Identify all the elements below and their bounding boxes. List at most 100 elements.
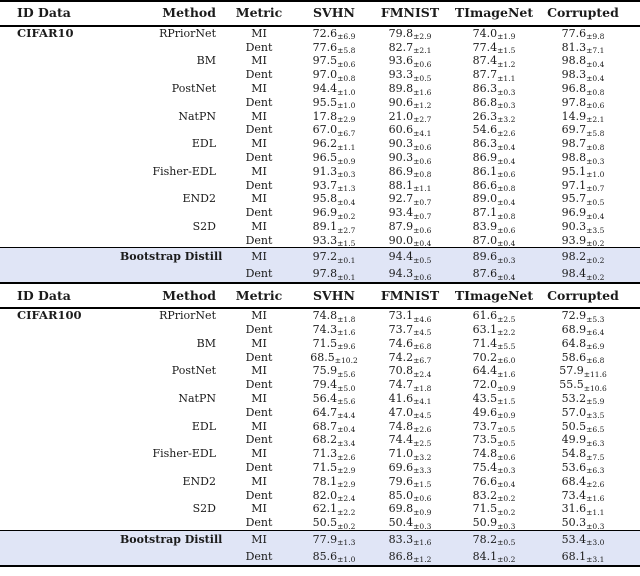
metric-label: MI xyxy=(251,137,267,151)
value-main: 68.1 xyxy=(561,549,587,563)
value-cell: 98.8±0.3 xyxy=(540,152,640,165)
value-stddev: ±0.9 xyxy=(497,411,516,421)
value-main: 64.4 xyxy=(472,364,498,378)
value-cell: 90.0±0.4 xyxy=(372,235,448,248)
value-cell: 79.8±2.9 xyxy=(372,28,448,42)
value-main: 77.4 xyxy=(472,40,498,54)
value-stddev: ±5.5 xyxy=(497,342,516,352)
table-row: END2 MI 95.8±0.4 92.7±0.7 89.0±0.4 95.7±0.5 xyxy=(0,192,640,206)
method-label: S2D xyxy=(192,220,216,234)
value-main: 67.0 xyxy=(312,123,338,137)
value-main: 69.8 xyxy=(388,502,414,516)
value-cell: 94.3±0.6 xyxy=(372,268,448,281)
value-cell: 71.5±0.2 xyxy=(448,503,540,516)
value-cell: 64.8±6.9 xyxy=(540,338,640,352)
value-main: 86.6 xyxy=(472,178,498,192)
method-label: Fisher-EDL xyxy=(152,447,216,461)
value-stddev: ±5.6 xyxy=(337,397,356,407)
value-stddev: ±1.1 xyxy=(497,73,516,83)
value-stddev: ±1.5 xyxy=(497,397,516,407)
value-cell: 68.4±2.6 xyxy=(540,474,640,489)
value-main: 70.8 xyxy=(388,364,414,378)
horizontal-rule xyxy=(0,529,640,531)
value-main: 94.4 xyxy=(388,250,414,264)
value-main: 77.9 xyxy=(312,532,338,546)
column-header-corrupted: Corrupted xyxy=(547,5,619,21)
value-cell: 96.5±0.9 xyxy=(296,152,372,165)
value-main: 87.0 xyxy=(472,233,498,247)
value-stddev: ±0.5 xyxy=(586,197,605,207)
value-main: 90.3 xyxy=(561,220,587,234)
column-header-metric: Metric xyxy=(235,5,283,21)
table-row: S2D MI 89.1±2.7 87.9±0.6 83.9±0.6 90.3±3.5 xyxy=(0,220,640,234)
value-main: 68.4 xyxy=(561,474,587,488)
value-stddev: ±0.2 xyxy=(586,272,605,282)
value-stddev: ±3.2 xyxy=(413,452,432,462)
value-stddev: ±5.8 xyxy=(337,46,356,56)
value-cell: 74.2±6.7 xyxy=(372,352,448,365)
value-stddev: ±0.4 xyxy=(586,73,605,83)
value-stddev: ±0.4 xyxy=(497,142,516,152)
value-cell: 78.1±2.9 xyxy=(296,476,372,489)
value-stddev: ±0.6 xyxy=(497,452,516,462)
table-row: Dent 50.5±0.2 50.4±0.3 50.9±0.3 50.3±0.3 xyxy=(0,516,640,530)
metric-label: MI xyxy=(251,419,267,433)
table-row: Dent 77.6±5.8 82.7±2.1 77.4±1.5 81.3±7.1 xyxy=(0,40,640,56)
value-main: 87.4 xyxy=(472,54,498,68)
column-header-svhn: SVHN xyxy=(313,287,355,303)
value-main: 60.6 xyxy=(388,123,414,137)
value-main: 96.9 xyxy=(312,206,338,220)
value-cell: 72.6±6.9 xyxy=(296,28,372,41)
value-cell: 50.9±0.3 xyxy=(448,517,540,530)
value-stddev: ±7.1 xyxy=(586,46,605,56)
value-main: 87.1 xyxy=(472,206,498,220)
value-cell: 87.1±0.8 xyxy=(448,206,540,221)
value-cell: 14.9±2.1 xyxy=(540,111,640,124)
value-stddev: ±2.9 xyxy=(413,32,432,42)
value-cell: 88.1±1.1 xyxy=(372,180,448,193)
metric-label: Dent xyxy=(245,322,273,336)
metric-label: MI xyxy=(251,364,267,378)
value-cell: 67.0±6.7 xyxy=(296,123,372,137)
column-header-id-data: ID Data xyxy=(17,5,71,21)
value-stddev: ±4.6 xyxy=(413,314,432,324)
table-row: S2D MI 62.1±2.2 69.8±0.9 71.5±0.2 31.6±1.1 xyxy=(0,502,640,516)
value-stddev: ±1.8 xyxy=(337,314,356,324)
value-main: 72.9 xyxy=(561,309,587,323)
value-main: 87.9 xyxy=(388,220,414,234)
metric-label: Dent xyxy=(245,460,273,474)
metric-label: Dent xyxy=(245,488,273,502)
value-stddev: ±3.5 xyxy=(586,225,605,235)
value-cell: 94.4±1.0 xyxy=(296,82,372,96)
value-stddev: ±0.3 xyxy=(497,87,516,97)
value-main: 92.7 xyxy=(388,192,414,206)
value-cell: 89.6±0.3 xyxy=(448,251,540,264)
value-main: 83.9 xyxy=(472,220,498,234)
value-main: 93.4 xyxy=(388,206,414,220)
value-stddev: ±1.2 xyxy=(413,101,432,111)
value-main: 89.1 xyxy=(312,220,338,234)
value-main: 89.8 xyxy=(388,82,414,96)
value-main: 55.5 xyxy=(559,378,584,392)
value-stddev: ±1.5 xyxy=(337,239,356,249)
value-stddev: ±0.8 xyxy=(497,211,516,221)
value-cell: 49.6±0.9 xyxy=(448,407,540,421)
value-stddev: ±6.9 xyxy=(586,342,605,352)
value-cell: 72.9±5.3 xyxy=(540,309,640,323)
value-stddev: ±9.8 xyxy=(586,32,605,42)
value-main: 94.4 xyxy=(312,82,338,96)
value-main: 69.6 xyxy=(388,460,414,474)
value-main: 93.3 xyxy=(312,233,338,247)
value-cell: 69.6±3.3 xyxy=(372,460,448,475)
value-main: 75.4 xyxy=(472,460,498,474)
value-stddev: ±1.6 xyxy=(413,538,432,547)
value-cell: 90.3±0.6 xyxy=(372,138,448,151)
value-main: 98.4 xyxy=(561,267,587,281)
value-main: 49.9 xyxy=(561,433,587,447)
section-body: CIFAR10 RPriorNet MI 72.6±6.9 79.8±2.9 74.0±1… xyxy=(0,27,640,249)
method-label: BM xyxy=(196,54,216,68)
value-main: 69.7 xyxy=(561,123,587,137)
value-stddev: ±0.6 xyxy=(413,156,432,166)
highlight-block: Bootstrap Distill MI 97.2±0.1 94.4±0.5 89.6±… xyxy=(0,248,640,283)
value-cell: 74.8±2.6 xyxy=(372,421,448,434)
